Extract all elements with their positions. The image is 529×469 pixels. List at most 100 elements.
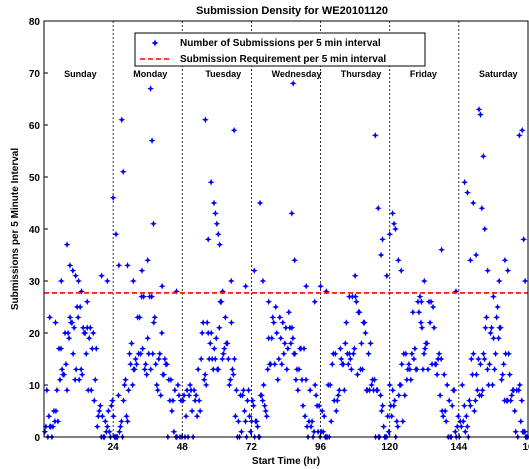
data-point: [151, 314, 159, 321]
data-point: [365, 350, 372, 358]
data-point: [147, 366, 155, 373]
data-point: [62, 360, 70, 368]
data-point: [377, 392, 385, 399]
data-point: [242, 418, 249, 425]
day-label-wednesday: Wednesday: [272, 69, 322, 79]
x-axis-ticks: 24 48 72 96 120 144 16: [108, 433, 529, 453]
data-point: [390, 220, 398, 228]
data-point: [478, 204, 486, 212]
data-point: [46, 314, 54, 321]
data-point: [374, 386, 382, 394]
x-axis-label: Start Time (hr): [252, 456, 320, 467]
data-point: [300, 345, 308, 352]
data-point: [445, 397, 453, 404]
data-point: [240, 386, 247, 394]
data-point: [414, 298, 422, 306]
data-point: [344, 360, 352, 368]
data-point: [477, 360, 484, 368]
y-tick-label-4: 40: [29, 225, 41, 236]
data-point: [303, 423, 311, 430]
data-point: [253, 418, 261, 425]
data-point: [214, 230, 222, 238]
data-point: [497, 324, 505, 332]
data-point: [389, 386, 397, 394]
data-point: [389, 210, 396, 217]
data-point: [260, 381, 268, 389]
data-point: [179, 397, 187, 404]
data-point: [432, 360, 440, 368]
data-point: [311, 298, 319, 306]
data-point: [511, 407, 519, 415]
data-point: [466, 256, 474, 264]
data-point: [52, 319, 59, 326]
data-point: [292, 376, 300, 384]
data-point: [295, 366, 303, 373]
data-point: [145, 350, 153, 358]
data-point: [506, 371, 514, 378]
data-point: [291, 256, 299, 264]
data-point: [282, 324, 290, 332]
data-point: [493, 314, 500, 321]
data-point: [397, 267, 405, 274]
data-point: [163, 360, 171, 368]
data-point: [216, 241, 224, 248]
data-point: [280, 350, 288, 358]
data-point: [258, 392, 266, 399]
data-point: [490, 334, 497, 342]
data-point: [121, 381, 128, 389]
data-point: [371, 376, 378, 384]
data-point: [133, 360, 141, 368]
data-point: [472, 251, 480, 259]
y-tick-label-5: 50: [29, 173, 41, 184]
data-point: [42, 423, 50, 430]
data-point: [288, 210, 296, 217]
data-point: [191, 397, 199, 404]
data-point: [342, 319, 350, 326]
data-point: [90, 397, 98, 404]
data-point: [219, 288, 227, 295]
data-point: [393, 418, 401, 425]
data-point: [98, 272, 106, 280]
data-point: [327, 418, 335, 425]
data-point: [392, 225, 399, 233]
data-point: [160, 371, 168, 378]
data-point: [115, 262, 123, 269]
data-point: [120, 397, 127, 404]
data-point: [461, 178, 469, 186]
data-point: [477, 111, 484, 118]
data-point: [132, 355, 140, 363]
data-point: [254, 423, 262, 430]
data-point: [249, 397, 256, 404]
data-point: [69, 267, 77, 274]
data-point: [124, 262, 131, 269]
data-point: [407, 376, 415, 384]
data-point: [101, 418, 109, 425]
data-point: [301, 412, 309, 420]
data-point: [214, 366, 222, 373]
data-point: [435, 350, 443, 358]
data-point: [475, 106, 483, 113]
data-point: [230, 126, 238, 134]
day-dividers: [112, 21, 460, 437]
data-point: [518, 397, 526, 404]
chart-title: Submission Density for WE20101120: [196, 5, 388, 17]
data-point: [388, 412, 396, 420]
data-point: [442, 418, 450, 425]
data-point: [326, 381, 334, 389]
data-point: [312, 392, 320, 399]
data-point: [140, 293, 148, 300]
data-point: [225, 381, 233, 389]
data-point: [64, 329, 72, 337]
data-point: [311, 381, 319, 389]
data-point: [417, 319, 425, 326]
data-point: [394, 423, 402, 430]
data-point: [469, 199, 477, 207]
data-point: [521, 277, 529, 285]
data-point: [57, 345, 65, 352]
data-point: [475, 355, 482, 363]
data-point: [85, 334, 93, 342]
data-point: [518, 126, 526, 134]
data-point: [128, 340, 135, 347]
data-point: [136, 314, 144, 321]
data-point: [521, 428, 529, 436]
